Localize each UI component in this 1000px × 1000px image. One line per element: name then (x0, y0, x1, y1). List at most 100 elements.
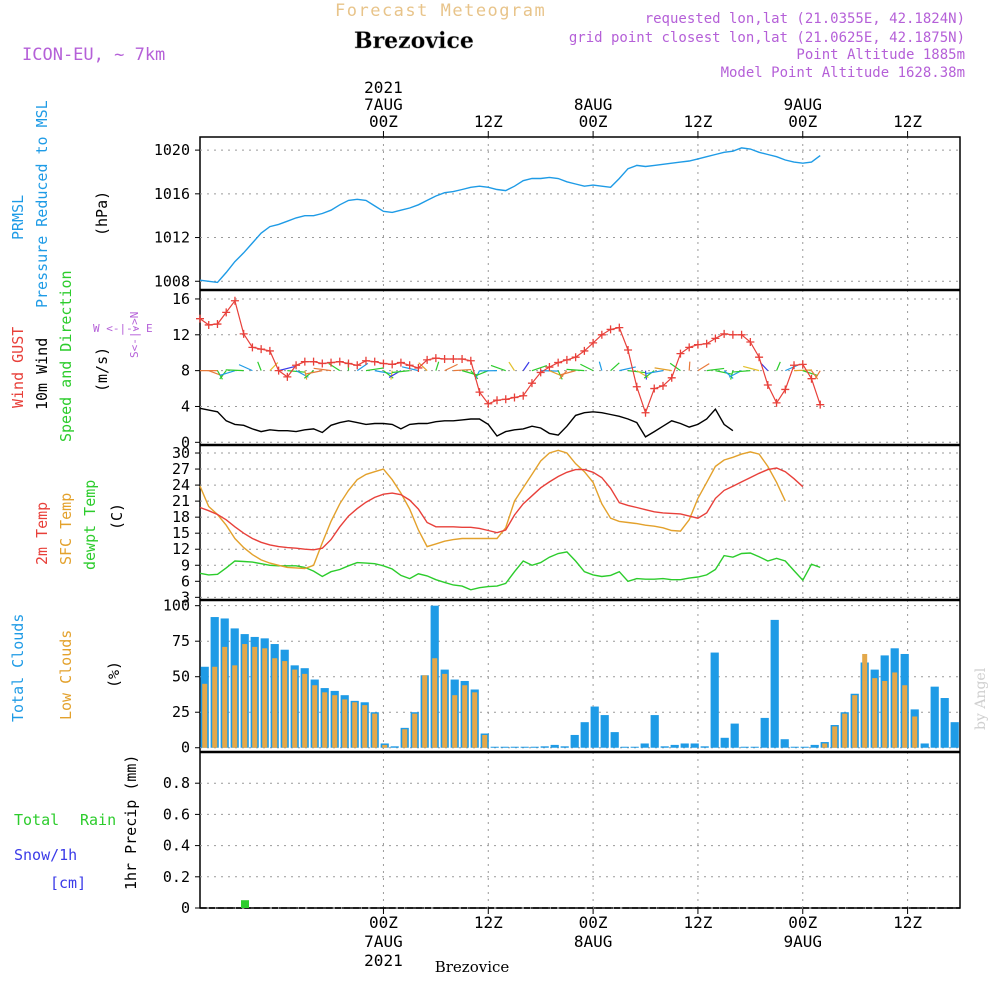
total-cloud-bar (700, 746, 709, 748)
low-cloud-bar (432, 658, 438, 748)
gust-marker (493, 396, 502, 405)
wind-arrow (508, 361, 515, 371)
gust-marker (327, 358, 336, 367)
top-year-label: 2021 (364, 78, 403, 97)
low-cloud-bar (832, 726, 838, 748)
total-cloud-bar (500, 746, 509, 748)
total-cloud-bar (490, 746, 499, 748)
gust-marker (632, 382, 641, 391)
low-cloud-bar (312, 685, 318, 748)
gust-marker (257, 345, 266, 354)
low-cloud-bar (412, 713, 418, 748)
sfc-temp-series (199, 449, 786, 570)
total-cloud-bar (580, 722, 589, 748)
wind-arrow (706, 367, 725, 372)
bottom-date-label: 7AUG (364, 932, 403, 951)
gust-marker (571, 353, 580, 362)
top-date-label: 8AUG (574, 95, 613, 114)
y-tick-label: 27 (172, 460, 190, 478)
gust-marker (475, 388, 484, 397)
total-cloud-bar (730, 723, 739, 748)
low-cloud-bar (822, 743, 828, 748)
gust-marker (728, 330, 737, 339)
total-cloud-bar (740, 746, 749, 748)
y-tick-label: 0.2 (163, 868, 190, 886)
gust-marker (379, 359, 388, 368)
model-name: ICON-EU, ~ 7km (22, 45, 165, 65)
gust-marker (300, 357, 309, 366)
top-tick-label: 12Z (474, 112, 503, 131)
low-cloud-bar (212, 666, 218, 748)
gust-marker (702, 339, 711, 348)
y-tick-label: 0.4 (163, 837, 190, 855)
low-cloud-bar (322, 692, 328, 748)
total-cloud-bar (930, 686, 939, 748)
low-cloud-bar (382, 744, 388, 748)
wind-arrow (697, 363, 710, 372)
y-tick-label: 12 (172, 326, 190, 344)
wind-arrow (598, 361, 603, 371)
panel-frames (199, 136, 961, 909)
gust-marker (466, 356, 475, 365)
bottom-date-label: 9AUG (783, 932, 822, 951)
prmsl-series (199, 147, 821, 284)
wind-arrow (238, 364, 253, 372)
low-cloud-bar (892, 672, 898, 748)
gust-marker (335, 357, 344, 366)
top-tick-label: 12Z (683, 112, 712, 131)
wind-gust-line (196, 296, 825, 417)
precip-ylabel: 1hr Precip (mm) (122, 755, 140, 890)
bottom-date-label: 8AUG (574, 932, 613, 951)
precip-rain-label: Rain (80, 811, 116, 829)
pressure-label-prmsl: PRMSL (9, 195, 27, 240)
t2m-series (199, 467, 804, 551)
low-cloud-bar (292, 669, 298, 748)
low-cloud-bar (232, 665, 238, 748)
wind-gust-series (199, 299, 821, 415)
gust-marker (685, 343, 694, 352)
wind-10m-label: 10m Wind (33, 338, 51, 410)
gust-marker (309, 357, 318, 366)
compass-icon: W <-|-> E S<-|->N (93, 312, 153, 358)
chart-frame (199, 136, 961, 909)
y-tick-label: 6 (181, 572, 190, 590)
y-tick-label: 24 (172, 476, 190, 494)
total-cloud-bar (950, 722, 959, 748)
gust-marker (440, 354, 449, 363)
wind-arrow (490, 364, 506, 372)
gust-marker (519, 391, 528, 400)
bottom-tick-label: 12Z (474, 913, 503, 932)
low-cloud-bar (242, 644, 248, 748)
snow-label: Snow/1h (14, 846, 77, 864)
total-cloud-bar (640, 743, 649, 748)
gust-marker (650, 384, 659, 393)
gust-marker (562, 355, 571, 364)
wind-arrow (559, 370, 568, 380)
top-tick-label: 00Z (579, 112, 608, 131)
y-tick-label: 0.6 (163, 805, 190, 823)
gust-marker (344, 359, 353, 368)
top-date-label: 7AUG (364, 95, 403, 114)
y-tick-label: 0 (181, 433, 190, 451)
wind-arrow (257, 361, 262, 371)
gust-marker (798, 360, 807, 369)
total-cloud-bar (620, 746, 629, 748)
bottom-tick-label: 12Z (683, 913, 712, 932)
y-tick-label: 1012 (154, 229, 190, 247)
wind-arrow (269, 362, 279, 372)
low-cloud-bar (362, 705, 368, 748)
y-tick-label: 75 (172, 632, 190, 650)
total-cloud-bar (590, 706, 599, 748)
precip-panel: Total Rain Snow/1h [cm] 1hr Precip (mm) … (14, 755, 960, 917)
y-tick-label: 1020 (154, 141, 190, 159)
precip-total-label: Total (14, 811, 59, 829)
wind-arrow (645, 370, 664, 375)
gust-marker (204, 320, 213, 329)
low-cloud-bar (882, 680, 888, 748)
gust-marker (458, 354, 467, 363)
wind-arrow (811, 370, 819, 380)
bottom-year-label: 2021 (364, 951, 403, 970)
wind-arrow (688, 361, 691, 371)
gust-marker (388, 360, 397, 369)
